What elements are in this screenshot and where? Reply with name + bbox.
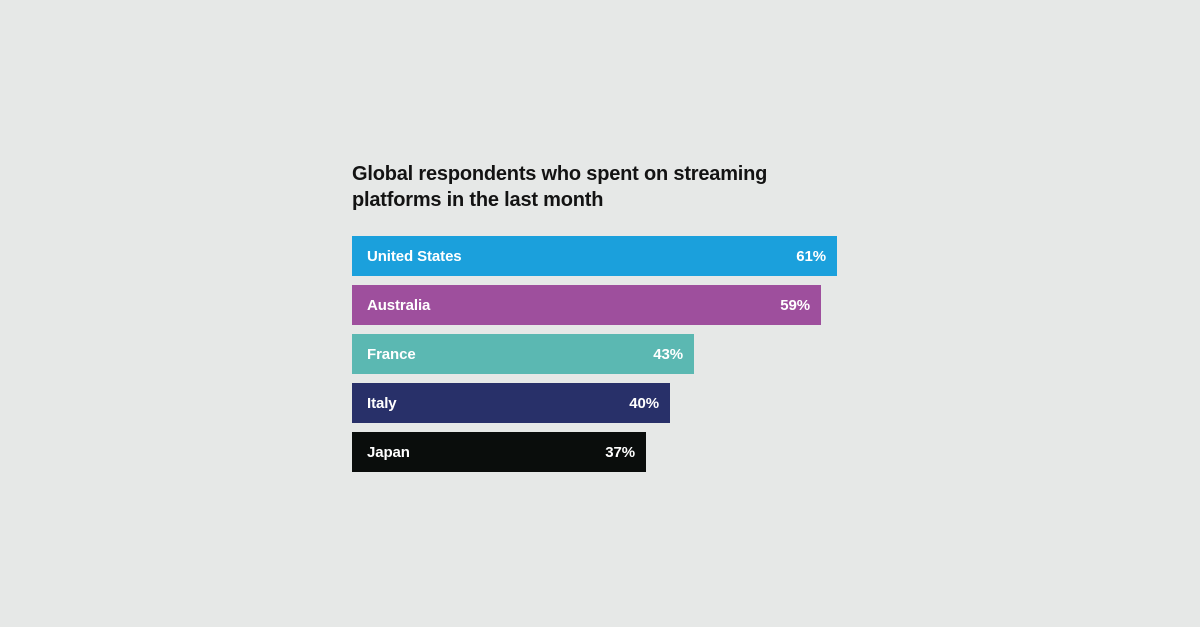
chart-title: Global respondents who spent on streamin… (352, 163, 768, 211)
bar-category-label: Japan (367, 443, 410, 461)
bar-value-label: 37% (605, 443, 635, 461)
bar-value-label: 43% (653, 345, 683, 363)
bar-value-label: 61% (796, 247, 826, 265)
bar-rows: United States 61% Australia 59% France 4… (352, 236, 1152, 472)
bar-france: France 43% (352, 334, 694, 374)
bar-italy: Italy 40% (352, 383, 670, 423)
bar-value-label: 40% (629, 394, 659, 412)
bar-japan: Japan 37% (352, 432, 646, 472)
bar-united-states: United States 61% (352, 236, 837, 276)
bar-category-label: Australia (367, 296, 431, 314)
bar-category-label: United States (367, 247, 462, 265)
bar-category-label: France (367, 345, 416, 363)
bar-australia: Australia 59% (352, 285, 821, 325)
bar-chart: Global respondents who spent on streamin… (352, 161, 1152, 472)
bar-value-label: 59% (780, 296, 810, 314)
bar-category-label: Italy (367, 394, 397, 412)
